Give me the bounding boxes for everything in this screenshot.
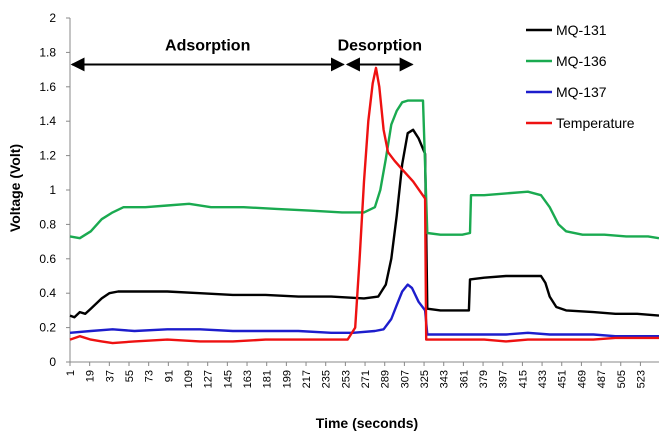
series-line-mq-137	[69, 283, 659, 338]
x-tick-label: 19	[85, 370, 97, 382]
y-tick-label: 0.8	[39, 217, 56, 231]
x-tick-label: 199	[281, 370, 293, 388]
y-axis: 0 0.2 0.4 0.6 0.8 1 1.2 1.4 1.6 1.8 2	[39, 11, 71, 369]
x-tick-label: 289	[380, 370, 392, 388]
x-axis: 1 19 37 55 73 91 109 127 145 163 181 199 217 235 253 27…	[65, 361, 659, 388]
x-tick-label: 271	[360, 370, 372, 388]
desorption-label: Desorption	[338, 37, 422, 54]
x-axis-title: Time (seconds)	[316, 415, 418, 431]
y-tick-label: 0	[49, 355, 56, 369]
legend: MQ-131 MQ-136 MQ-137 Temperature	[526, 22, 635, 131]
phase-annotations: Adsorption Desorption	[70, 37, 422, 72]
y-tick-label: 1.4	[39, 114, 56, 128]
x-tick-label: 181	[262, 370, 274, 388]
series-line-mq-131	[69, 128, 659, 319]
x-tick-label: 451	[557, 370, 569, 388]
x-tick-label: 55	[124, 370, 136, 382]
x-tick-label: 379	[478, 370, 490, 388]
x-tick-label: 253	[340, 370, 352, 388]
x-tick-label: 307	[399, 370, 411, 388]
x-tick-label: 325	[419, 370, 431, 388]
x-tick-label: 523	[635, 370, 647, 388]
x-tick-label: 163	[242, 370, 254, 388]
series-lines	[69, 66, 659, 345]
y-axis-title: Voltage (Volt)	[7, 144, 23, 232]
adsorption-label: Adsorption	[165, 37, 250, 54]
legend-label-mq-131: MQ-131	[556, 22, 607, 38]
y-tick-label: 2	[49, 11, 56, 25]
x-tick-label: 343	[439, 370, 451, 388]
x-tick-label: 73	[144, 370, 156, 382]
legend-label-mq-137: MQ-137	[556, 84, 607, 100]
x-tick-label: 235	[321, 370, 333, 388]
legend-label-temperature: Temperature	[556, 115, 635, 131]
x-tick-label: 37	[104, 370, 116, 382]
y-tick-label: 1.6	[39, 80, 56, 94]
y-tick-label: 0.4	[39, 286, 56, 300]
x-tick-label: 1	[65, 370, 77, 376]
x-tick-label: 361	[458, 370, 470, 388]
x-tick-label: 127	[203, 370, 215, 388]
y-tick-label: 1.8	[39, 45, 56, 59]
x-tick-label: 469	[576, 370, 588, 388]
series-line-mq-136	[69, 99, 659, 240]
y-tick-label: 1	[49, 183, 56, 197]
series-line-temperature	[69, 66, 659, 345]
y-tick-label: 1.2	[39, 149, 56, 163]
y-tick-label: 0.2	[39, 321, 56, 335]
x-tick-label: 415	[517, 370, 529, 388]
x-tick-label: 217	[301, 370, 313, 388]
x-tick-label: 109	[183, 370, 195, 388]
legend-label-mq-136: MQ-136	[556, 53, 607, 69]
x-tick-label: 433	[537, 370, 549, 388]
x-tick-label: 505	[616, 370, 628, 388]
y-tick-label: 0.6	[39, 252, 56, 266]
x-tick-label: 145	[222, 370, 234, 388]
x-tick-label: 397	[498, 370, 510, 388]
x-tick-label: 91	[163, 370, 175, 382]
x-tick-label: 487	[596, 370, 608, 388]
